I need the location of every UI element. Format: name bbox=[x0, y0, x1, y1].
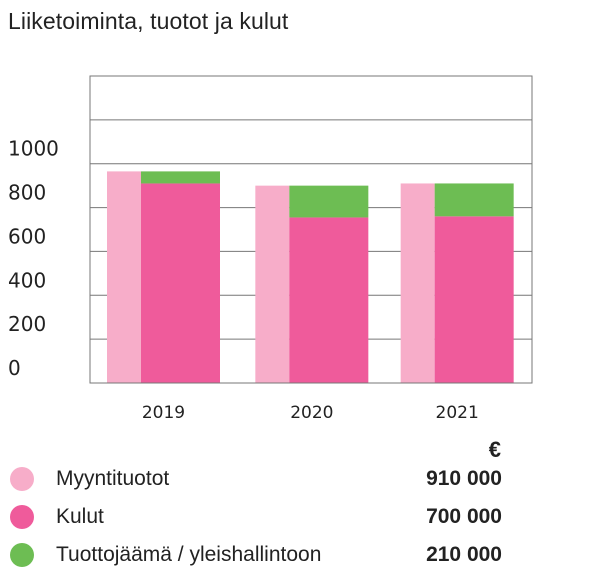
legend-item-costs: Kulut 700 000 bbox=[10, 498, 510, 536]
bar-revenue bbox=[255, 185, 290, 383]
legend-label: Kulut bbox=[56, 505, 104, 528]
margin-swatch-icon bbox=[10, 543, 34, 567]
y-tick-label: 1000 bbox=[8, 137, 59, 161]
bar-group bbox=[107, 171, 514, 383]
chart-title: Liiketoiminta, tuotot ja kulut bbox=[8, 8, 289, 34]
y-tick-label: 200 bbox=[8, 312, 46, 336]
legend-label: Myyntituotot bbox=[56, 467, 170, 490]
bar-margin bbox=[289, 185, 369, 218]
bar-revenue bbox=[107, 171, 141, 383]
legend-item-margin: Tuottojäämä / yleishallintoon 210 000 bbox=[10, 536, 510, 574]
legend-value: 210 000 bbox=[426, 543, 502, 566]
legend: Myyntituotot 910 000 Kulut 700 000 Tuott… bbox=[10, 460, 510, 574]
bar-costs bbox=[434, 216, 514, 383]
y-tick-label: 400 bbox=[8, 268, 46, 292]
bar-costs bbox=[141, 183, 220, 383]
legend-value: 700 000 bbox=[426, 505, 502, 528]
legend-label: Tuottojäämä / yleishallintoon bbox=[56, 543, 322, 566]
y-tick-label: 600 bbox=[8, 224, 46, 248]
x-axis-ticks: 2019 2020 2021 bbox=[142, 403, 479, 423]
y-tick-label: 800 bbox=[8, 181, 46, 205]
revenue-swatch-icon bbox=[10, 467, 34, 491]
currency-unit: € bbox=[488, 437, 501, 462]
y-axis-ticks: 0 200 400 600 800 1000 bbox=[8, 137, 59, 380]
bar-revenue bbox=[400, 183, 435, 383]
legend-value: 910 000 bbox=[426, 467, 502, 490]
x-tick-label: 2021 bbox=[436, 403, 479, 423]
plot-frame bbox=[89, 75, 533, 384]
y-tick-label: 0 bbox=[8, 356, 21, 380]
bar-margin bbox=[434, 183, 514, 217]
bar-costs bbox=[289, 217, 369, 383]
bar-chart: 0 200 400 600 800 1000 2019 2020 2021 bbox=[8, 75, 533, 423]
legend-item-revenue: Myyntituotot 910 000 bbox=[10, 460, 510, 498]
bar-margin bbox=[141, 171, 220, 184]
costs-swatch-icon bbox=[10, 505, 34, 529]
x-tick-label: 2020 bbox=[290, 403, 333, 423]
x-tick-label: 2019 bbox=[142, 403, 185, 423]
